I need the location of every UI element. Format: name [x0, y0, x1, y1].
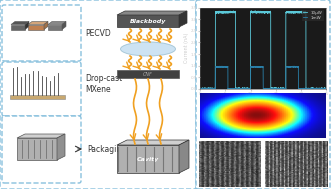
10μW	[324, 88, 328, 90]
Polygon shape	[17, 134, 65, 138]
Polygon shape	[117, 15, 179, 27]
1mW	[260, 65, 263, 67]
Polygon shape	[11, 25, 25, 29]
Text: Drop-cast
MXene: Drop-cast MXene	[85, 74, 122, 94]
Polygon shape	[25, 22, 29, 29]
1mW	[298, 88, 302, 90]
Polygon shape	[11, 22, 29, 25]
10μW	[260, 12, 263, 14]
1mW	[218, 65, 222, 67]
Legend: 10μW, 1mW: 10μW, 1mW	[302, 10, 324, 21]
Polygon shape	[57, 134, 65, 160]
Line: 1mW: 1mW	[200, 66, 326, 90]
Polygon shape	[117, 145, 179, 173]
Polygon shape	[48, 22, 66, 25]
Y-axis label: Current (nA): Current (nA)	[184, 33, 189, 63]
1mW	[256, 66, 260, 68]
Polygon shape	[179, 140, 189, 173]
Line: 10μW: 10μW	[200, 11, 326, 91]
Polygon shape	[48, 25, 62, 29]
10μW	[198, 88, 202, 90]
X-axis label: Time (s): Time (s)	[253, 98, 273, 103]
10μW	[320, 88, 324, 90]
Text: Blackbody: Blackbody	[130, 19, 166, 23]
1mW	[198, 88, 202, 90]
Polygon shape	[28, 25, 44, 29]
10μW	[270, 90, 274, 92]
10μW	[256, 11, 260, 14]
Polygon shape	[10, 95, 65, 99]
Text: Cavity: Cavity	[137, 156, 159, 161]
10μW	[221, 9, 225, 12]
Polygon shape	[117, 70, 179, 78]
1mW	[320, 88, 324, 90]
FancyBboxPatch shape	[196, 0, 330, 189]
Polygon shape	[117, 11, 187, 15]
Text: Packaging: Packaging	[87, 145, 126, 153]
Text: CNF: CNF	[143, 71, 153, 77]
Text: PECVD: PECVD	[85, 29, 111, 39]
10μW	[320, 88, 324, 90]
FancyBboxPatch shape	[2, 5, 81, 61]
1mW	[320, 88, 324, 90]
10μW	[205, 88, 209, 90]
Polygon shape	[17, 138, 57, 160]
1mW	[324, 88, 328, 90]
FancyBboxPatch shape	[2, 62, 81, 116]
Polygon shape	[117, 140, 189, 145]
Polygon shape	[62, 22, 66, 29]
FancyBboxPatch shape	[0, 0, 196, 189]
Polygon shape	[44, 22, 48, 29]
FancyBboxPatch shape	[2, 116, 81, 183]
Polygon shape	[179, 11, 187, 27]
10μW	[298, 11, 302, 14]
1mW	[244, 88, 248, 91]
Polygon shape	[28, 22, 48, 25]
1mW	[205, 88, 209, 90]
Ellipse shape	[120, 42, 175, 56]
